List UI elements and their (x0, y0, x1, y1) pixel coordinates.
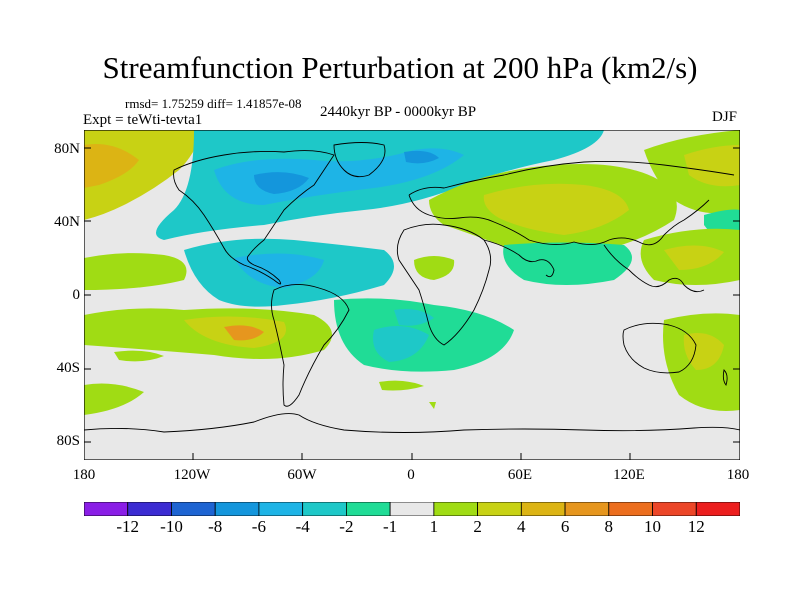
coast-north-america (173, 150, 335, 285)
colorbar-label: 8 (604, 517, 614, 536)
coast-se-asia (603, 244, 705, 293)
field-pos-africa (414, 256, 455, 280)
colorbar-label: 2 (473, 517, 482, 536)
colorbar-cell (652, 502, 697, 516)
colorbar-label: 1 (429, 517, 439, 536)
field-pos-trop-w (84, 253, 187, 290)
coast-australia (622, 322, 697, 374)
lat-label-40n: 40N (54, 214, 80, 230)
field-pos-sh-small (114, 350, 164, 362)
coastlines (84, 142, 740, 433)
experiment-label: Expt = teWti-tevta1 (83, 112, 203, 128)
colorbar-label: -8 (208, 517, 223, 536)
field-pos-nw-core (84, 144, 139, 188)
field-neg-north-strong2 (404, 150, 439, 164)
colorbar-label: 10 (644, 517, 661, 536)
colorbar-cell (302, 502, 347, 516)
coast-new-zealand (722, 369, 728, 386)
field-pos-eurasia-core (483, 183, 629, 235)
colorbar (84, 502, 740, 516)
map-title: Streamfunction Perturbation at 200 hPa (… (102, 50, 698, 85)
coast-antarctica (84, 413, 740, 433)
lat-label-0: 0 (72, 287, 81, 303)
field-pos-ne-core (684, 145, 740, 187)
field-pos-sh-small2 (429, 402, 436, 409)
lat-label-40s: 40S (56, 360, 80, 376)
colorbar-cell (345, 502, 391, 516)
field-neg-indian (503, 242, 632, 285)
season-label: DJF (712, 109, 738, 125)
field-neg-sh-core (373, 326, 429, 362)
contour-fills (84, 130, 740, 415)
lon-label-120e: 120E (613, 467, 645, 483)
colorbar-label: 6 (560, 517, 570, 536)
map-ticks (84, 147, 740, 460)
colorbar-label: -6 (251, 517, 266, 536)
colorbar-cell (695, 502, 740, 516)
coast-europe-asia (408, 160, 735, 246)
coast-greenland (333, 142, 386, 178)
lat-label-80n: 80N (54, 141, 80, 157)
field-neg-north-strong (254, 172, 309, 194)
colorbar-cell (127, 502, 172, 516)
period-label: 2440kyr BP - 0000kyr BP (320, 104, 477, 120)
field-neg-trop-core (234, 253, 324, 288)
field-neg-sh-core2 (394, 309, 434, 326)
colorbar-label: -12 (116, 517, 140, 536)
colorbar-cell (433, 502, 478, 516)
colorbar-label: 4 (517, 517, 526, 536)
field-pos-sh-strong (224, 325, 264, 341)
field-pos-sh-south (84, 383, 144, 415)
field-pos-sh-east-core (683, 332, 724, 370)
colorbar-cell (214, 502, 260, 516)
field-pos-sh-atl-south (379, 380, 424, 391)
colorbar-cell (84, 502, 129, 516)
colorbar-cell (520, 502, 566, 516)
lon-label-60w: 60W (287, 467, 317, 483)
lon-label-0: 0 (407, 467, 415, 483)
streamfunction-map (84, 130, 740, 460)
colorbar-label: 12 (687, 517, 705, 536)
colorbar-cell (477, 502, 522, 516)
lon-label-180e: 180 (726, 467, 750, 483)
colorbar-cell (564, 502, 610, 516)
colorbar-label: -1 (383, 517, 398, 536)
field-pos-wpac-core (664, 245, 724, 270)
colorbar-cell (389, 502, 435, 516)
colorbar-cell (258, 502, 304, 516)
lon-label-180w: 180 (72, 467, 96, 483)
colorbar-cell (171, 502, 216, 516)
coast-arabia-india (483, 239, 555, 278)
lon-label-60e: 60E (507, 467, 533, 483)
colorbar-label: -4 (295, 517, 310, 536)
colorbar-label: -2 (339, 517, 354, 536)
colorbar-label: -10 (160, 517, 183, 536)
lat-label-80s: 80S (56, 433, 80, 449)
colorbar-cell (608, 502, 653, 516)
lon-label-120w: 120W (173, 467, 211, 483)
coast-south-america (271, 284, 350, 407)
stats-label: rmsd= 1.75259 diff= 1.41857e-08 (125, 96, 302, 111)
coast-africa (396, 223, 492, 346)
